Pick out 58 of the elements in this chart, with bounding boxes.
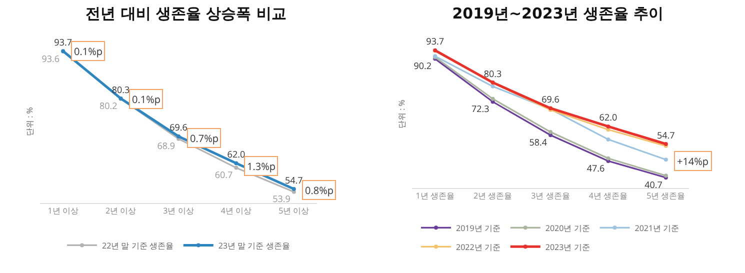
data-label: 62.0 xyxy=(599,110,618,124)
data-label: 69.6 xyxy=(170,120,188,134)
annotation: 0.1%p xyxy=(74,44,102,58)
point xyxy=(606,156,610,160)
point xyxy=(664,158,668,162)
data-label: 60.7 xyxy=(214,168,233,182)
data-label: 47.6 xyxy=(586,161,605,174)
data-label: 93.7 xyxy=(426,34,444,48)
y-axis-title: 단위 : % xyxy=(24,106,36,136)
data-label: 80.3 xyxy=(112,82,130,96)
y-axis-title: 단위 : % xyxy=(396,99,408,128)
x-tick-label: 3년 이상 xyxy=(163,206,194,217)
x-tick-label: 1년 생존율 xyxy=(416,190,454,202)
data-label: 53.9 xyxy=(272,192,290,206)
point xyxy=(606,124,610,128)
legend-label: 2021년 기준 xyxy=(634,222,680,234)
x-tick-label: 3년 생존율 xyxy=(531,190,570,202)
point xyxy=(176,134,180,138)
data-label: 93.7 xyxy=(54,35,72,48)
legend-label: 2019년 기준 xyxy=(456,222,500,234)
data-label: 62.0 xyxy=(227,147,246,160)
point xyxy=(234,161,238,166)
data-label: 40.7 xyxy=(644,178,662,191)
data-label: 93.6 xyxy=(42,52,60,65)
point xyxy=(234,166,238,170)
data-label: 54.7 xyxy=(285,173,303,186)
x-tick-label: 2년 생존율 xyxy=(473,190,512,202)
annotation: 0.8%p xyxy=(305,183,334,197)
legend-label: 2022년 기준 xyxy=(456,242,500,253)
x-tick-label: 4년 이상 xyxy=(220,206,252,217)
point xyxy=(548,130,552,134)
point xyxy=(490,84,495,88)
legend-label: 23년 말 기준 생존율 xyxy=(218,240,290,252)
legend-label: 22년 말 기준 생존율 xyxy=(102,240,174,252)
legend-label: 2020년 기준 xyxy=(545,222,590,234)
annotation: 0.1%p xyxy=(132,92,160,106)
annotation: +14%p xyxy=(677,154,709,168)
data-label: 72.3 xyxy=(471,102,490,116)
data-label: 80.3 xyxy=(484,66,502,80)
x-tick-label: 2년 이상 xyxy=(105,206,136,217)
data-label: 90.2 xyxy=(414,59,432,72)
point xyxy=(490,96,495,101)
data-label: 68.9 xyxy=(157,139,175,152)
annotation: 0.7%p xyxy=(190,131,218,145)
x-tick-label: 1년 이상 xyxy=(48,206,78,217)
data-label: 69.6 xyxy=(542,92,560,106)
data-label: 80.2 xyxy=(99,99,118,112)
annotation: 1.3%p xyxy=(247,159,276,173)
x-tick-label: 4년 생존율 xyxy=(588,190,628,202)
point xyxy=(292,187,296,192)
legend-label: 2023년 기준 xyxy=(545,242,590,253)
data-label: 54.7 xyxy=(657,128,675,142)
point xyxy=(606,137,610,142)
chart-title: 전년 대비 생존율 상승폭 비교 xyxy=(86,4,286,23)
data-label: 58.4 xyxy=(529,135,547,148)
x-tick-label: 5년 생존율 xyxy=(646,190,686,202)
chart-title: 2019년~2023년 생존율 추이 xyxy=(452,4,664,23)
x-tick-label: 5년 이상 xyxy=(278,206,310,217)
